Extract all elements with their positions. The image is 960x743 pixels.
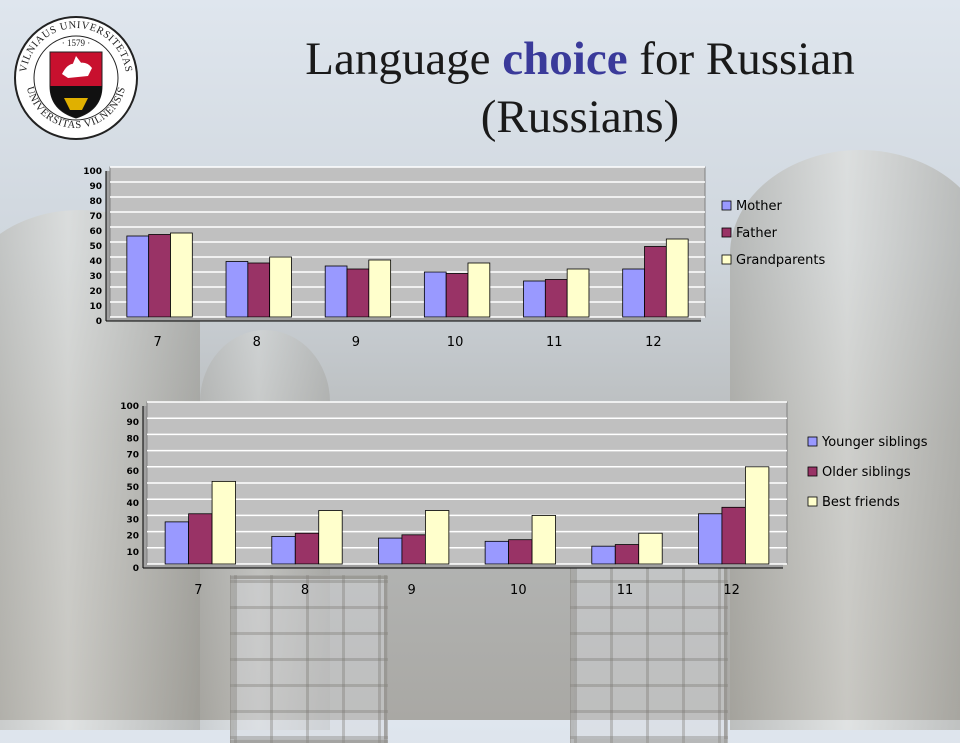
x-category-label: 9 [352,335,360,350]
bar [324,265,348,318]
x-category-label: 8 [301,583,309,598]
bar [531,515,556,565]
bar [523,280,546,318]
title-accent-word: choice [502,33,628,85]
chart-peers-svg: 0 10 20 30 40 50 60 70 80 90 100 7 8 9 10 11 12 Younger s… [120,401,928,598]
y-tick-label: 30 [89,272,102,282]
title-part-2: for Russian [627,33,855,85]
legend-swatch [807,466,818,477]
bar [225,261,249,318]
bar [721,506,746,565]
bar [170,232,193,318]
legend-swatch [721,200,732,211]
bar [346,268,370,318]
y-tick-label: 40 [89,257,102,267]
x-category-label: 12 [645,335,662,350]
bar [271,536,296,565]
legend-label: Mother [736,199,783,214]
y-tick-label: 10 [89,302,102,312]
legend-label: Best friends [822,495,900,510]
svg-text:· 1579 ·: · 1579 · [62,38,91,48]
bar [614,544,640,565]
x-category-label: 8 [253,335,261,350]
x-category-label: 11 [546,335,563,350]
bar [368,259,392,318]
bar [467,262,491,318]
legend-swatch [807,436,818,447]
legend-swatch [807,496,818,507]
chart-peers: 0 10 20 30 40 50 60 70 80 90 100 7 8 9 10 11 12 Younger s… [100,394,960,604]
y-tick-label: 70 [126,451,139,461]
bar [211,480,236,565]
y-tick-label: 80 [126,434,139,444]
y-tick-label: 50 [89,242,102,252]
bar [424,510,450,565]
bar [698,513,723,565]
x-category-label: 7 [153,335,161,350]
bar [401,534,426,565]
x-category-label: 7 [194,583,202,598]
bar [566,268,590,318]
title-line-2: (Russians) [480,91,680,143]
y-tick-label: 60 [126,467,139,477]
y-tick-label: 30 [126,515,139,525]
x-category-label: 10 [510,583,527,598]
y-tick-label: 80 [89,197,102,207]
slide-title: Language choice for Russian (Russians) [210,30,950,146]
y-tick-label: 10 [126,548,139,558]
bar [665,238,689,318]
bar [484,540,509,565]
legend-label: Grandparents [736,253,825,268]
x-category-label: 10 [447,335,464,350]
chart-family-svg: 0 10 20 30 40 50 60 70 80 90 100 7 8 9 10 11 12 Mother Fat… [83,166,825,350]
bar [445,273,469,318]
chart-family: 0 10 20 30 40 50 60 70 80 90 100 7 8 9 10 11 12 Mother Fat… [60,158,840,356]
y-tick-label: 60 [89,227,102,237]
university-seal: VILNIAUS UNIVERSITETAS UNIVERSITAS VILNE… [12,14,140,142]
title-part-1: Language [305,33,503,85]
legend-label: Older siblings [822,465,911,480]
y-tick-label: 90 [126,418,139,428]
x-category-label: 11 [617,583,634,598]
y-tick-label: 100 [83,167,102,177]
bar [269,256,292,318]
legend-label: Father [736,226,778,241]
y-tick-label: 0 [96,317,102,327]
y-tick-label: 20 [89,287,102,297]
bar [378,537,403,565]
y-tick-label: 50 [126,483,139,493]
bar [423,271,447,318]
y-tick-label: 20 [126,532,139,542]
bar [148,234,171,318]
bar [247,262,271,318]
bar [644,246,667,318]
bar [745,466,770,565]
y-tick-label: 0 [133,564,139,574]
bar [126,235,150,318]
y-tick-label: 70 [89,212,102,222]
bar [318,510,343,565]
bar [622,268,645,318]
bar [294,532,320,565]
y-tick-label: 90 [89,182,102,192]
y-tick-label: 100 [120,402,139,412]
bar [188,513,213,565]
bar [591,545,616,565]
bar [508,539,533,565]
legend-swatch [721,227,732,238]
x-category-label: 9 [408,583,416,598]
bar [164,521,189,565]
bar [544,279,568,318]
legend-label: Younger siblings [821,435,928,450]
x-category-label: 12 [723,583,740,598]
y-tick-label: 40 [126,499,139,509]
legend-swatch [721,254,732,265]
bar [638,532,663,565]
